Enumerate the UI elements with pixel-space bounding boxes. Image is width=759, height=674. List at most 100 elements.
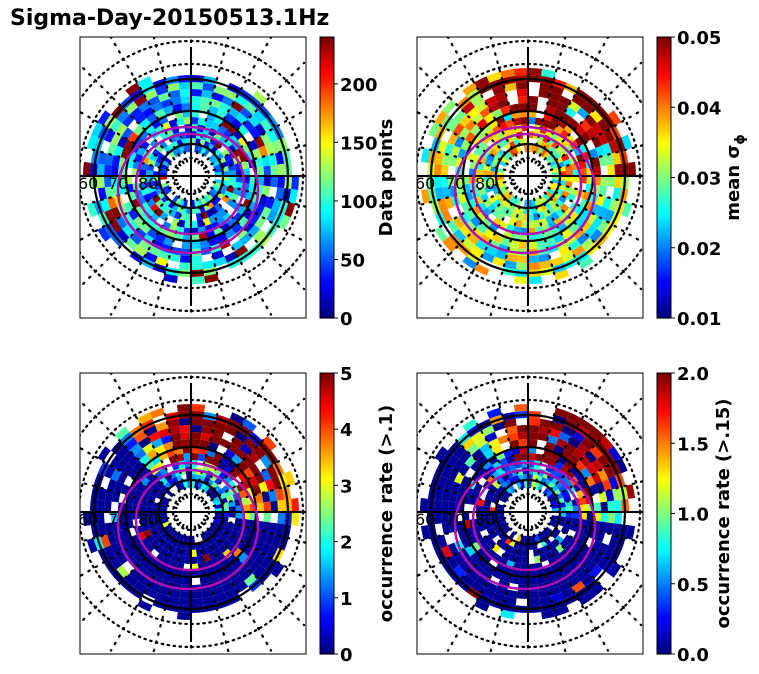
colorbar-segment (320, 533, 334, 537)
colorbar-segment (657, 460, 671, 464)
heat-cell (191, 425, 203, 433)
colorbar-segment (657, 273, 671, 277)
heat-cell (521, 220, 528, 228)
colorbar-segment (657, 429, 671, 433)
colorbar-segment (320, 267, 334, 271)
latitude-label: 70 (108, 174, 128, 193)
heat-cell (539, 418, 553, 428)
colorbar-segment (657, 140, 671, 145)
heat-cell (578, 592, 594, 606)
heat-cell (505, 253, 518, 263)
colorbar-segment (320, 485, 334, 489)
heat-cell (528, 103, 538, 111)
heat-cell (531, 481, 537, 489)
heat-cell (545, 214, 554, 225)
heat-cell (160, 515, 168, 521)
heat-cell (197, 198, 203, 206)
panel-frame (416, 36, 644, 319)
heat-cell (603, 545, 615, 559)
heat-cell (256, 166, 264, 176)
heat-cell (491, 207, 501, 218)
heat-cell (157, 427, 171, 439)
heat-cell (204, 119, 214, 128)
heat-cell (146, 170, 154, 176)
heat-cell (563, 494, 572, 503)
heat-cell (476, 222, 488, 234)
colorbar-segment (657, 93, 671, 97)
heat-cell (114, 426, 130, 441)
heat-cell (200, 532, 207, 541)
panel-frame (79, 372, 307, 655)
colorbar-segment (657, 118, 671, 122)
heat-cell (231, 558, 243, 570)
heat-cell (528, 577, 538, 585)
heat-cell (147, 494, 156, 503)
heat-cell (442, 99, 457, 115)
heat-cell (464, 209, 476, 221)
colorbar-segment (657, 45, 671, 49)
heat-cell (462, 82, 478, 96)
heat-cell (503, 418, 517, 428)
latitude-label: 70 (445, 174, 465, 193)
heat-cell (176, 612, 191, 620)
colorbar-segment (657, 437, 671, 442)
heat-cell (503, 526, 512, 534)
colorbar-segment (657, 121, 671, 125)
heat-cell (434, 110, 448, 126)
heat-cell (144, 587, 158, 599)
heat-cell (155, 535, 165, 544)
heat-cell (523, 145, 528, 153)
heat-cell (113, 481, 124, 494)
heat-cell (568, 100, 581, 113)
heat-cell (538, 425, 551, 435)
heat-cell (561, 228, 573, 240)
dotted-grid-radial (80, 185, 182, 289)
heat-cell (595, 481, 606, 494)
heat-cell (288, 189, 299, 204)
colorbar-segment (320, 188, 334, 193)
heat-cell (580, 573, 595, 587)
colorbar-segment (320, 180, 334, 184)
heat-cell (528, 418, 541, 426)
heat-cell (563, 217, 575, 229)
colorbar-segment (320, 281, 334, 285)
colorbar-segment (320, 603, 334, 607)
heat-cell (97, 512, 105, 525)
heat-cell (221, 95, 235, 107)
heat-cell (204, 273, 219, 284)
colorbar-segment (657, 236, 671, 240)
heat-cell (191, 103, 201, 111)
colorbar-segment (657, 443, 671, 447)
colorbar-segment (320, 197, 334, 201)
colorbar-segment (320, 642, 334, 647)
heat-cell (185, 213, 191, 222)
heat-cell (489, 148, 498, 157)
heat-cell (551, 507, 559, 512)
colorbar-segment (657, 278, 671, 283)
heat-cell (453, 564, 467, 579)
heat-cell (544, 526, 553, 534)
heat-cell (497, 515, 505, 521)
colorbar-segment (320, 230, 334, 235)
heat-cell (154, 108, 166, 119)
heat-cell (133, 94, 148, 107)
heat-cell (243, 209, 255, 221)
heat-cell (254, 216, 267, 229)
dotted-grid-radial (193, 373, 230, 499)
heat-cell (509, 531, 516, 539)
heat-cell (547, 542, 556, 551)
heat-cell (110, 542, 122, 556)
heat-cell (491, 543, 501, 554)
heat-cell (548, 427, 562, 439)
heat-cell (149, 203, 160, 213)
heat-cell (486, 71, 502, 83)
colorbar-segment (320, 544, 334, 548)
heat-cell (116, 109, 130, 124)
heat-cell (585, 475, 596, 487)
heat-cell (614, 163, 622, 176)
colorbar-segment (657, 90, 671, 94)
colorbar-segment (320, 631, 334, 635)
heat-cell (110, 206, 122, 220)
colorbar-segment (657, 230, 671, 235)
dotted-grid-radial (489, 37, 526, 163)
